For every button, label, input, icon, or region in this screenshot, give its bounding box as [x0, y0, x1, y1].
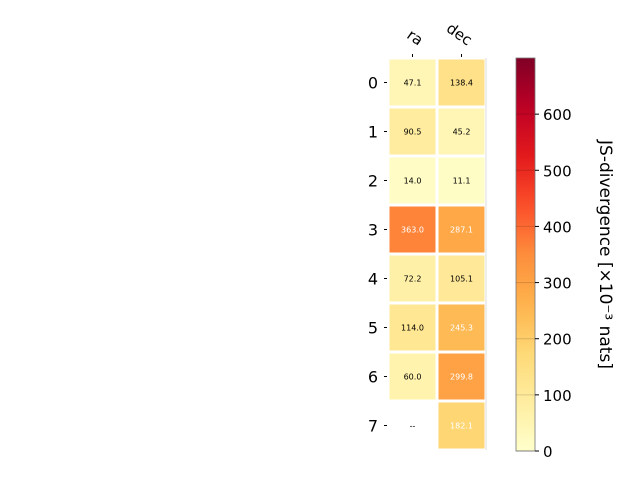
row-label: 6	[368, 368, 378, 387]
cell-value-label: 105.1	[450, 275, 473, 284]
heatmap-cell	[438, 353, 485, 400]
column-label: ra	[404, 26, 427, 50]
cell-value-label: 245.3	[450, 324, 473, 333]
colorbar-tick-label: 600	[543, 106, 572, 124]
colorbar-tick-label: 500	[543, 162, 572, 180]
row-labels: 0 1 2 3 4 5 6 7	[368, 74, 387, 436]
cell-value-label: 182.1	[450, 422, 473, 431]
column-label: dec	[443, 19, 475, 49]
heatmap-cell	[438, 157, 485, 204]
row-label: 4	[368, 270, 378, 289]
heatmap-cell	[389, 59, 436, 106]
cell-value-label: 47.1	[404, 79, 422, 88]
heatmap-cell	[438, 255, 485, 302]
cell-value-label: 11.1	[453, 177, 471, 186]
cell-value-label: 363.0	[401, 226, 424, 235]
row-label: 0	[368, 74, 378, 93]
colorbar-tick-label: 300	[543, 275, 572, 293]
heatmap-cell	[389, 304, 436, 351]
colorbar-tick-label: 0	[543, 443, 553, 461]
heatmap-cell	[438, 206, 485, 253]
colorbar-tick-label: 400	[543, 218, 572, 236]
heatmap-cell	[438, 304, 485, 351]
heatmap-cells: 47.1 138.4 90.5 45.2 14.0 11.1 363.0 287.1 72.2 1…	[389, 58, 487, 450]
heatmap-cell	[438, 59, 485, 106]
cell-value-label: 14.0	[404, 177, 422, 186]
row-label: 5	[368, 319, 378, 338]
heatmap-cell	[438, 108, 485, 155]
cell-value-label: 60.0	[404, 373, 422, 382]
row-label: 7	[368, 417, 378, 436]
heatmap-cell	[389, 108, 436, 155]
heatmap-cell	[389, 157, 436, 204]
cell-value-label: 90.5	[404, 128, 422, 137]
cell-value-label: 299.8	[450, 373, 473, 382]
row-label: 3	[368, 221, 378, 240]
colorbar-tick-label: 200	[543, 331, 572, 349]
heatmap-cell	[438, 402, 485, 449]
heatmap-cell	[389, 255, 436, 302]
row-label: 1	[368, 123, 378, 142]
colorbar-tick-label: 100	[543, 387, 572, 405]
heatmap-cell	[389, 206, 436, 253]
heatmap-cell	[389, 353, 436, 400]
cell-value-label: --	[410, 422, 416, 431]
cell-value-label: 114.0	[401, 324, 424, 333]
colorbar-label: JS-divergence [×10⁻³ nats]	[595, 139, 615, 369]
cell-value-label: 72.2	[404, 275, 422, 284]
cell-value-label: 138.4	[450, 79, 473, 88]
colorbar: 0 100 200 300 400 500 600 JS-divergence [×10⁻³ …	[515, 57, 615, 461]
colorbar-gradient	[515, 57, 536, 452]
column-labels: ra dec	[404, 19, 476, 57]
row-label: 2	[368, 172, 378, 191]
cell-value-label: 45.2	[453, 128, 471, 137]
cell-value-label: 287.1	[450, 226, 473, 235]
